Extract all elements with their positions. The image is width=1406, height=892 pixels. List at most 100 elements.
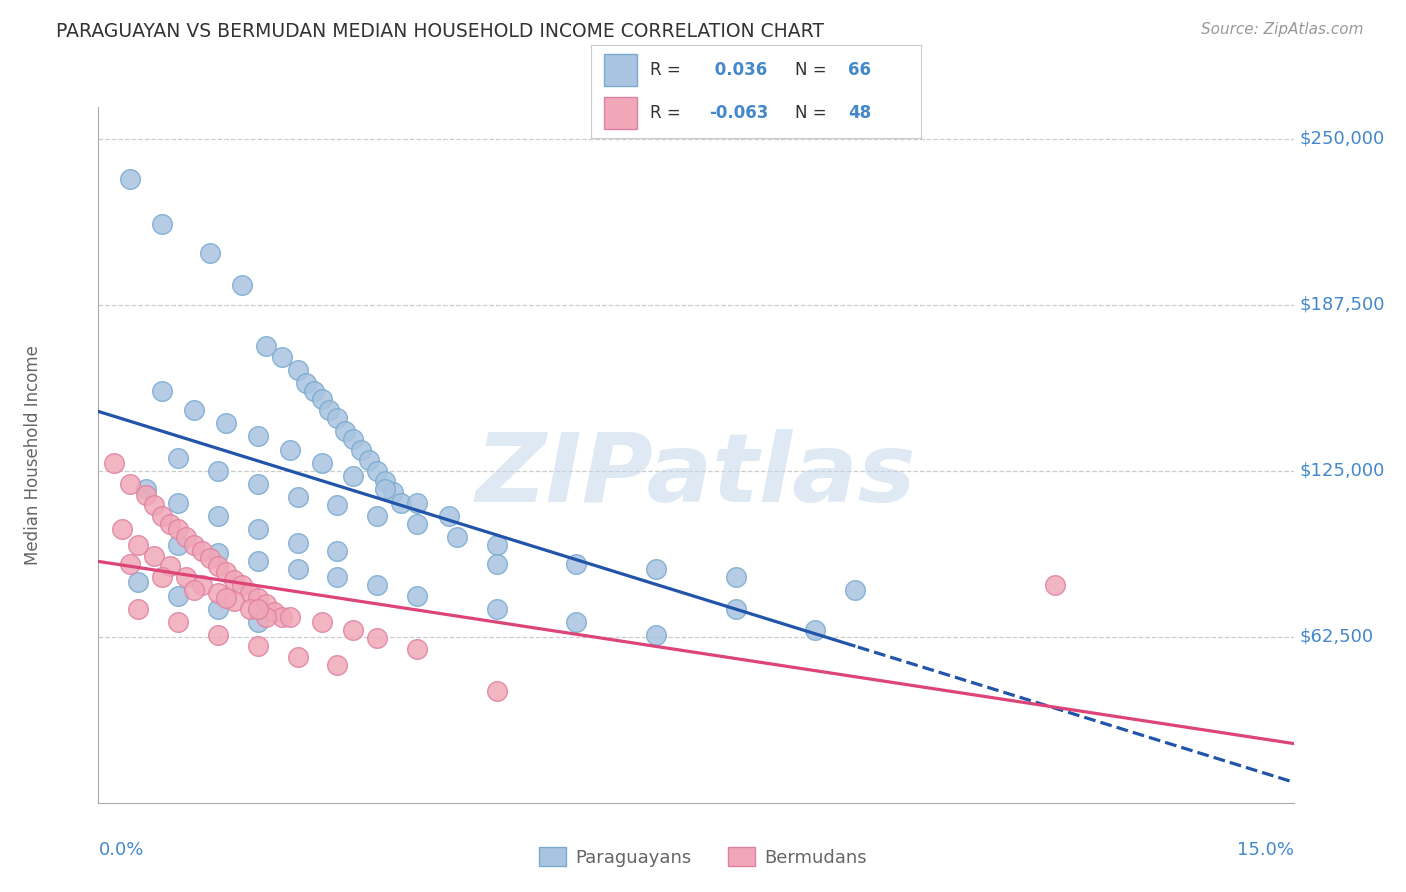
- Point: [167, 450, 190, 465]
- Point: [120, 557, 142, 571]
- Point: [239, 602, 262, 616]
- Point: [342, 432, 364, 446]
- Point: [215, 591, 238, 606]
- Point: [318, 402, 340, 417]
- Point: [183, 538, 205, 552]
- Point: [150, 508, 173, 523]
- Point: [143, 549, 166, 563]
- Point: [366, 631, 388, 645]
- FancyBboxPatch shape: [603, 54, 637, 86]
- Point: [374, 483, 396, 497]
- Text: 0.036: 0.036: [710, 61, 768, 78]
- Point: [804, 623, 827, 637]
- Point: [207, 508, 229, 523]
- Point: [724, 602, 747, 616]
- Point: [120, 171, 142, 186]
- Point: [406, 516, 429, 531]
- Point: [278, 442, 301, 457]
- Point: [342, 469, 364, 483]
- Point: [127, 538, 149, 552]
- Point: [174, 570, 197, 584]
- Point: [485, 602, 508, 616]
- Point: [191, 578, 214, 592]
- Point: [239, 586, 262, 600]
- Point: [207, 464, 229, 478]
- Text: R =: R =: [650, 61, 686, 78]
- Point: [326, 657, 349, 672]
- Text: 0.0%: 0.0%: [98, 841, 143, 859]
- Point: [326, 499, 349, 513]
- FancyBboxPatch shape: [603, 97, 637, 129]
- Point: [287, 562, 309, 576]
- Point: [446, 530, 468, 544]
- Point: [254, 597, 277, 611]
- Point: [207, 559, 229, 574]
- Text: ZIPatlas: ZIPatlas: [475, 429, 917, 523]
- Point: [246, 554, 269, 568]
- Point: [326, 543, 349, 558]
- Point: [111, 522, 134, 536]
- Point: [246, 429, 269, 443]
- Point: [150, 384, 173, 399]
- Point: [246, 639, 269, 653]
- Point: [215, 416, 238, 430]
- Point: [366, 464, 388, 478]
- Point: [844, 583, 866, 598]
- Point: [167, 615, 190, 630]
- Point: [167, 522, 190, 536]
- Point: [222, 573, 245, 587]
- Point: [143, 499, 166, 513]
- Text: R =: R =: [650, 104, 686, 122]
- Point: [246, 615, 269, 630]
- Point: [135, 488, 157, 502]
- Point: [222, 594, 245, 608]
- Point: [294, 376, 316, 391]
- Point: [374, 475, 396, 489]
- Point: [127, 602, 149, 616]
- Text: $187,500: $187,500: [1299, 296, 1385, 314]
- Point: [207, 602, 229, 616]
- Point: [167, 589, 190, 603]
- Point: [207, 546, 229, 560]
- Legend: Paraguayans, Bermudans: Paraguayans, Bermudans: [533, 840, 873, 874]
- Point: [127, 575, 149, 590]
- Point: [174, 530, 197, 544]
- Point: [485, 684, 508, 698]
- Point: [724, 570, 747, 584]
- Point: [382, 485, 405, 500]
- Point: [231, 578, 253, 592]
- Point: [254, 339, 277, 353]
- Point: [389, 496, 412, 510]
- Point: [311, 392, 333, 406]
- Point: [103, 456, 125, 470]
- Point: [207, 586, 229, 600]
- Point: [167, 538, 190, 552]
- Point: [437, 508, 460, 523]
- Point: [278, 610, 301, 624]
- Text: N =: N =: [796, 61, 832, 78]
- Point: [335, 424, 357, 438]
- Point: [215, 565, 238, 579]
- Point: [406, 496, 429, 510]
- Point: [645, 562, 668, 576]
- Point: [150, 570, 173, 584]
- Point: [350, 442, 373, 457]
- Point: [311, 456, 333, 470]
- Point: [270, 350, 292, 364]
- Point: [302, 384, 325, 399]
- Point: [406, 641, 429, 656]
- Point: [120, 477, 142, 491]
- Point: [159, 516, 181, 531]
- Point: [406, 589, 429, 603]
- Point: [485, 557, 508, 571]
- Text: $125,000: $125,000: [1299, 462, 1385, 480]
- Point: [287, 363, 309, 377]
- Point: [287, 491, 309, 505]
- Point: [191, 543, 214, 558]
- Text: Median Household Income: Median Household Income: [24, 345, 42, 565]
- Point: [231, 277, 253, 292]
- Point: [565, 557, 588, 571]
- Point: [326, 410, 349, 425]
- Point: [485, 538, 508, 552]
- Point: [246, 591, 269, 606]
